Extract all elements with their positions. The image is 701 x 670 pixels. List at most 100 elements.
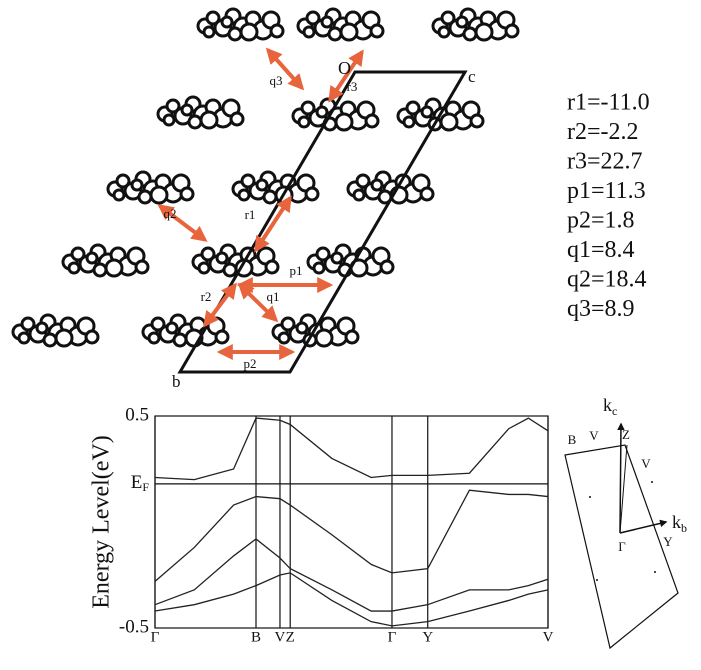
- brillouin-zone: kckbBVZVΓY: [565, 395, 687, 648]
- y-tick-sub: F: [142, 480, 149, 494]
- axis-label: kc: [603, 395, 617, 418]
- molecule: [63, 245, 148, 276]
- coupling-value: q1=8.4: [567, 237, 635, 263]
- atom: [19, 333, 29, 343]
- y-tick-label: E: [131, 472, 143, 493]
- atom: [241, 24, 257, 40]
- molecule: [298, 9, 383, 40]
- band: [155, 418, 548, 479]
- atom: [354, 190, 364, 200]
- k-point-label: Y: [663, 534, 673, 549]
- atom: [86, 331, 98, 343]
- atom: [306, 188, 318, 200]
- atom: [136, 261, 148, 273]
- atom: [304, 27, 314, 37]
- axis-label: b: [172, 372, 181, 391]
- atom: [199, 263, 209, 273]
- atom: [37, 323, 47, 333]
- atom: [297, 323, 307, 333]
- atom: [299, 117, 309, 127]
- y-tick-label: 0.5: [125, 404, 149, 425]
- y-axis-label: Energy Level(eV): [89, 435, 115, 608]
- arrow-label: r2: [201, 289, 212, 304]
- k-point-label: Z: [622, 427, 630, 442]
- atom: [314, 263, 324, 273]
- coupling-value: r2=-2.2: [567, 119, 639, 145]
- arrow-label: q1: [267, 289, 280, 304]
- coupling-value: p2=1.8: [567, 208, 635, 234]
- atom: [139, 191, 151, 203]
- axis-label: k: [672, 512, 681, 532]
- origin-label: O: [338, 58, 351, 78]
- page: q3r3q2r1p1r2q1p2 O c b r1=-11.0r2=-2.2r3…: [0, 0, 701, 670]
- y-tick-label: -0.5: [119, 616, 149, 637]
- arrow-label: q2: [164, 206, 177, 221]
- atom: [216, 331, 228, 343]
- molecule: [108, 172, 193, 203]
- atom: [471, 115, 483, 127]
- atom: [94, 264, 106, 276]
- atom: [217, 253, 227, 263]
- axis-label: c: [468, 67, 476, 86]
- arrow-label: p1: [290, 263, 303, 278]
- axis-sub: b: [681, 521, 687, 535]
- axis-sub: c: [612, 404, 617, 418]
- molecule: [198, 9, 283, 40]
- atom: [181, 188, 193, 200]
- atom: [341, 24, 357, 40]
- atom: [182, 105, 192, 115]
- atom: [231, 113, 243, 125]
- x-tick-label: Z: [286, 629, 295, 645]
- k-point-label: V: [589, 428, 599, 443]
- atom: [476, 24, 492, 40]
- x-tick-label: V: [543, 629, 554, 645]
- figure: q3r3q2r1p1r2q1p2 O c b r1=-11.0r2=-2.2r3…: [0, 0, 701, 670]
- atom: [266, 261, 278, 273]
- coupling-value: r3=22.7: [567, 149, 643, 175]
- atom: [372, 180, 382, 190]
- atom: [257, 180, 267, 190]
- coupling-arrow: [256, 198, 290, 250]
- band: [155, 573, 548, 626]
- molecule: [193, 245, 278, 276]
- atom: [404, 117, 414, 127]
- atom: [316, 330, 332, 346]
- atom: [322, 17, 332, 27]
- atom: [332, 253, 342, 263]
- atom: [229, 28, 241, 40]
- k-point-label: V: [641, 456, 651, 471]
- atom: [317, 107, 327, 117]
- atom: [371, 25, 383, 37]
- atom: [439, 27, 449, 37]
- atom: [222, 17, 232, 27]
- atom: [151, 187, 167, 203]
- axis-label: kb: [672, 512, 687, 535]
- atom: [271, 25, 283, 37]
- atom: [201, 112, 217, 128]
- atom: [164, 115, 174, 125]
- molecule: [433, 9, 518, 40]
- axis-label: k: [603, 395, 612, 415]
- atom: [189, 116, 201, 128]
- atom: [149, 333, 159, 343]
- atom: [506, 25, 518, 37]
- atom: [167, 323, 177, 333]
- atom: [464, 28, 476, 40]
- coupling-value: r1=-11.0: [567, 90, 650, 116]
- atom: [239, 190, 249, 200]
- plot-frame: [155, 416, 548, 628]
- atom: [346, 331, 358, 343]
- atom: [264, 191, 276, 203]
- arrow-label: p2: [244, 356, 257, 371]
- coupling-value: q2=18.4: [567, 267, 647, 293]
- coupling-value: q3=8.9: [567, 296, 635, 322]
- atom: [441, 114, 457, 130]
- atom: [422, 107, 432, 117]
- molecule: [13, 315, 98, 346]
- molecules: [13, 9, 518, 346]
- atom: [174, 334, 186, 346]
- atom: [69, 263, 79, 273]
- atom: [336, 114, 352, 130]
- molecule: [308, 245, 393, 276]
- atom: [329, 28, 341, 40]
